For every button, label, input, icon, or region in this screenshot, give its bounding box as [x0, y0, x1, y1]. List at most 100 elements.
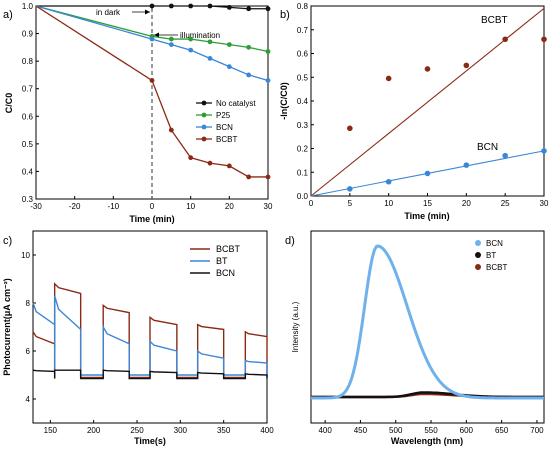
y-tick-label: 0.3	[22, 195, 34, 204]
x-tick-label: 150	[44, 426, 58, 435]
y-tick-label: 0.8	[22, 57, 34, 66]
data-point	[207, 3, 213, 9]
y-tick-label: 0.0	[297, 192, 309, 201]
data-point	[226, 163, 232, 169]
x-tick-label: 700	[530, 426, 544, 435]
data-point	[226, 42, 232, 47]
data-point	[385, 75, 392, 82]
y-tick-label: 0.7	[297, 26, 309, 35]
y-tick-label: 0.7	[22, 85, 34, 94]
y-tick-label: 0.6	[297, 50, 309, 59]
y-tick-label: 0.3	[297, 121, 309, 130]
panel-d-frame	[310, 230, 545, 424]
data-point	[188, 3, 194, 9]
data-point	[246, 44, 252, 50]
panel-d-ylabel: Intensity (a.u.)	[291, 301, 300, 352]
y-tick-label: 10	[21, 251, 30, 260]
panel-b: b) 0 5 10 15 20 25 30 0.0 0.1 0.2 0.3 0.4 0.5 0.6 0.7 0…	[279, 2, 549, 221]
data-point	[463, 62, 470, 69]
data-point	[168, 36, 174, 42]
y-tick-label: 0.1	[297, 168, 309, 177]
annotation-illumination: illumination	[180, 31, 220, 40]
x-tick-label: 30	[264, 202, 273, 211]
x-tick-label: 20	[225, 202, 234, 211]
legend-marker	[201, 100, 207, 106]
y-tick-label: 4	[26, 395, 31, 404]
data-point	[188, 36, 194, 42]
x-tick-label: 400	[318, 426, 332, 435]
panel-a: a) -30 -20 -10 0 10 20 30 0.3 0.4 0.5 0.6 0.7 0.8 0.9…	[3, 2, 273, 224]
panel-d: d) 400 450 500 550 600 650 700 Wavelength (nm)…	[285, 230, 545, 446]
y-tick-label: 0.5	[297, 73, 309, 82]
legend-label: BCBT	[486, 263, 507, 272]
panel-c-ylabel: Photocurrent(μA cm⁻²)	[2, 278, 12, 375]
data-point	[385, 178, 392, 185]
panel-d-label: d)	[285, 235, 295, 247]
panel-d-xlabel: Wavelength (nm)	[391, 436, 463, 446]
x-tick-label: 500	[389, 426, 403, 435]
x-tick-label: 30	[540, 199, 549, 208]
x-tick-label: 0	[309, 199, 314, 208]
photocurrent-trace-bt	[32, 295, 268, 376]
y-tick-label: 0.6	[22, 112, 34, 121]
data-point	[188, 47, 194, 53]
y-tick-label: 0.5	[22, 140, 34, 149]
data-point	[149, 78, 155, 83]
spectrum-bcn	[310, 244, 544, 400]
y-tick-label: 1.0	[22, 2, 34, 11]
y-tick-label: 6	[26, 347, 31, 356]
legend-label: BCBT	[216, 135, 237, 144]
x-tick-label: 600	[460, 426, 474, 435]
x-tick-label: 5	[348, 199, 353, 208]
panel-b-ylabel: -ln(C/C0)	[279, 82, 289, 120]
x-tick-label: -30	[30, 202, 42, 211]
data-point	[168, 42, 174, 47]
panel-c-xlabel: Time(s)	[134, 436, 166, 446]
photocurrent-trace-bcn	[32, 369, 268, 380]
legend-label: BCN	[216, 123, 233, 132]
data-point	[207, 39, 213, 45]
panel-a-xlabel: Time (min)	[129, 214, 174, 224]
x-tick-label: 350	[217, 426, 231, 435]
y-tick-label: 0.2	[297, 145, 309, 154]
data-point	[265, 78, 271, 83]
series-line-p25	[35, 5, 269, 53]
data-point	[265, 49, 271, 54]
x-tick-label: 25	[501, 199, 510, 208]
series-label-bcbt: BCBT	[481, 15, 508, 26]
fit-line-bcbt	[310, 7, 545, 197]
legend-marker	[201, 124, 207, 130]
panel-b-xlabel: Time (min)	[404, 211, 449, 221]
x-tick-label: -20	[69, 202, 81, 211]
legend-marker	[475, 264, 481, 270]
data-point	[226, 4, 232, 10]
x-tick-label: 250	[130, 426, 144, 435]
data-point	[226, 64, 232, 70]
x-tick-label: 450	[354, 426, 368, 435]
data-point	[188, 155, 194, 161]
data-point	[246, 174, 252, 180]
panel-b-label: b)	[280, 9, 290, 21]
data-point	[347, 125, 353, 132]
data-point	[502, 152, 508, 159]
series-label-bcn: BCN	[477, 142, 498, 153]
data-point	[207, 160, 213, 166]
annotation-in-dark: in dark	[96, 8, 121, 17]
data-point	[502, 36, 508, 43]
panel-a-ylabel: C/C0	[4, 93, 14, 114]
data-point	[149, 36, 155, 42]
y-tick-label: 0.4	[22, 167, 34, 176]
data-point	[168, 3, 174, 9]
legend-label: BCN	[486, 239, 503, 248]
illumination-arrowhead	[154, 32, 159, 38]
y-tick-label: 0.8	[297, 2, 309, 11]
series-line-bcbt	[35, 5, 268, 178]
legend-label: BT	[216, 256, 228, 266]
panel-a-label: a)	[3, 9, 13, 21]
panel-c-legend: BCBT BT BCN	[190, 244, 241, 278]
data-point	[246, 72, 252, 78]
panel-c: c) 150 200 250 300 350 400 4 6 8 10 Time(s) Photo…	[2, 230, 274, 446]
data-point	[168, 127, 174, 133]
legend-marker	[475, 252, 481, 258]
